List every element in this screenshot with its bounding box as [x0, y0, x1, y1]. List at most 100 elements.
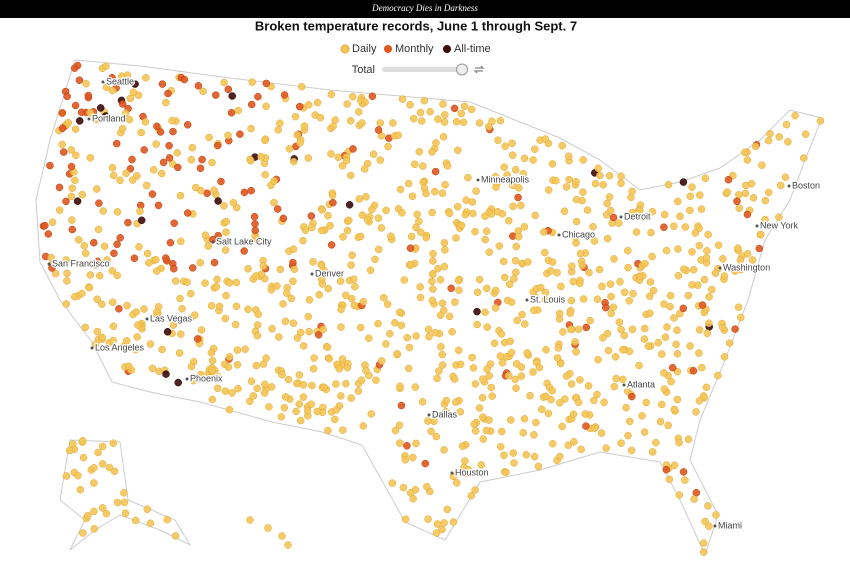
daily-record-dot — [617, 172, 625, 181]
daily-record-dot — [377, 357, 386, 365]
city-marker — [90, 346, 94, 350]
monthly-record-dot — [227, 109, 236, 117]
daily-record-dot — [368, 205, 376, 214]
daily-record-dot — [487, 210, 496, 218]
city-marker — [787, 184, 791, 188]
monthly-record-dot — [193, 335, 202, 343]
daily-record-dot — [208, 395, 217, 404]
daily-record-dot — [586, 316, 594, 325]
daily-record-dot — [483, 284, 491, 293]
daily-record-dot — [113, 271, 121, 280]
daily-record-dot — [491, 172, 500, 181]
monthly-record-dot — [124, 218, 132, 227]
daily-record-dot — [460, 102, 469, 111]
daily-record-dot — [481, 308, 489, 316]
daily-record-dot — [599, 334, 607, 342]
daily-record-dot — [124, 362, 133, 371]
monthly-record-dot — [75, 76, 84, 84]
daily-record-dot — [512, 384, 520, 392]
daily-record-dot — [354, 387, 363, 395]
daily-record-dot — [628, 208, 637, 217]
daily-record-dot — [173, 149, 181, 157]
daily-record-dot — [413, 210, 421, 219]
city-label: Denver — [315, 268, 344, 278]
daily-record-dot — [401, 515, 410, 523]
daily-record-dot — [641, 324, 649, 333]
daily-record-dot — [337, 392, 345, 400]
daily-record-dot — [481, 235, 489, 244]
daily-record-dot — [701, 174, 710, 183]
daily-record-dot — [134, 321, 142, 329]
daily-record-dot — [244, 305, 252, 314]
monthly-record-dot — [198, 155, 206, 164]
daily-record-dot — [666, 291, 675, 300]
daily-record-dot — [714, 241, 723, 249]
daily-record-dot — [109, 439, 118, 447]
monthly-record-dot — [194, 82, 203, 90]
daily-record-dot — [287, 294, 296, 303]
daily-record-dot — [433, 374, 441, 383]
daily-record-dot — [64, 119, 73, 127]
daily-record-dot — [519, 428, 527, 437]
daily-record-dot — [362, 193, 370, 201]
daily-record-dot — [415, 217, 423, 226]
daily-record-dot — [751, 142, 760, 151]
daily-record-dot — [276, 265, 285, 274]
daily-record-dot — [324, 426, 332, 435]
daily-record-dot — [315, 290, 323, 299]
daily-record-dot — [705, 293, 713, 301]
daily-record-dot — [249, 392, 258, 400]
daily-record-dot — [670, 405, 679, 414]
daily-record-dot — [131, 516, 140, 525]
daily-record-dot — [627, 446, 636, 455]
daily-record-dot — [252, 361, 261, 370]
daily-record-dot — [541, 288, 550, 297]
daily-record-dot — [336, 277, 345, 285]
daily-record-dot — [71, 125, 80, 133]
daily-record-dot — [674, 245, 682, 253]
daily-record-dot — [670, 314, 678, 322]
daily-record-dot — [684, 291, 693, 300]
slider-track[interactable] — [382, 67, 466, 72]
daily-record-dot — [473, 320, 481, 329]
daily-record-dot — [564, 441, 573, 449]
daily-record-dot — [393, 350, 401, 358]
monthly-record-dot — [116, 234, 124, 242]
daily-record-dot — [295, 371, 304, 379]
daily-record-dot — [278, 532, 286, 540]
daily-record-dot — [80, 242, 89, 250]
daily-record-dot — [567, 380, 576, 388]
daily-record-dot — [318, 226, 326, 235]
daily-record-dot — [482, 426, 491, 435]
daily-record-dot — [270, 198, 278, 207]
monthly-record-dot — [174, 163, 182, 172]
daily-record-dot — [313, 98, 322, 107]
daily-record-dot — [705, 319, 713, 327]
daily-record-dot — [260, 389, 269, 397]
daily-record-dot — [557, 282, 565, 291]
daily-record-dot — [299, 342, 308, 350]
daily-record-dot — [78, 437, 87, 445]
daily-record-dot — [377, 224, 386, 232]
daily-record-dot — [213, 275, 221, 284]
daily-record-dot — [108, 267, 117, 275]
monthly-record-dot — [251, 220, 259, 228]
daily-record-dot — [224, 131, 232, 140]
daily-record-dot — [98, 333, 106, 342]
daily-record-dot — [423, 482, 431, 491]
replay-button[interactable] — [473, 65, 485, 74]
daily-record-dot — [741, 148, 749, 157]
daily-record-dot — [496, 352, 505, 360]
slider-thumb[interactable] — [456, 63, 468, 76]
daily-record-dot — [635, 272, 644, 281]
daily-record-dot — [542, 346, 550, 354]
monthly-record-dot — [447, 284, 455, 293]
monthly-record-dot — [67, 162, 76, 171]
daily-record-dot — [309, 258, 317, 266]
daily-record-dot — [688, 248, 696, 256]
monthly-record-dot — [55, 183, 64, 192]
daily-record-dot — [374, 319, 382, 328]
daily-record-dot — [369, 150, 378, 158]
daily-record-dot — [324, 284, 332, 293]
tagline: Democracy Dies in Darkness — [371, 3, 478, 13]
